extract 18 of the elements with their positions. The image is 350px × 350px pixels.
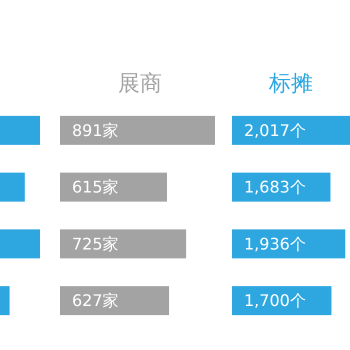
data-label: 2,017个: [244, 120, 306, 140]
data-label: 627家: [72, 291, 119, 310]
chart-title: 展商: [118, 72, 162, 96]
bar: [60, 172, 167, 202]
data-label: 615家: [72, 178, 119, 197]
data-label: 725家: [72, 234, 119, 254]
bar: [60, 286, 170, 316]
bar: [232, 172, 330, 202]
bar: [60, 116, 215, 145]
bar: [232, 229, 346, 258]
data-label: 1,683个: [244, 178, 306, 197]
bar: [232, 116, 350, 145]
data-label: 1,700个: [244, 291, 306, 310]
chart-title: 标摊: [268, 72, 313, 96]
data-label: 1,936个: [244, 234, 306, 254]
bar: [60, 229, 186, 258]
data-label: 891家: [72, 120, 119, 140]
bar: [232, 286, 332, 316]
